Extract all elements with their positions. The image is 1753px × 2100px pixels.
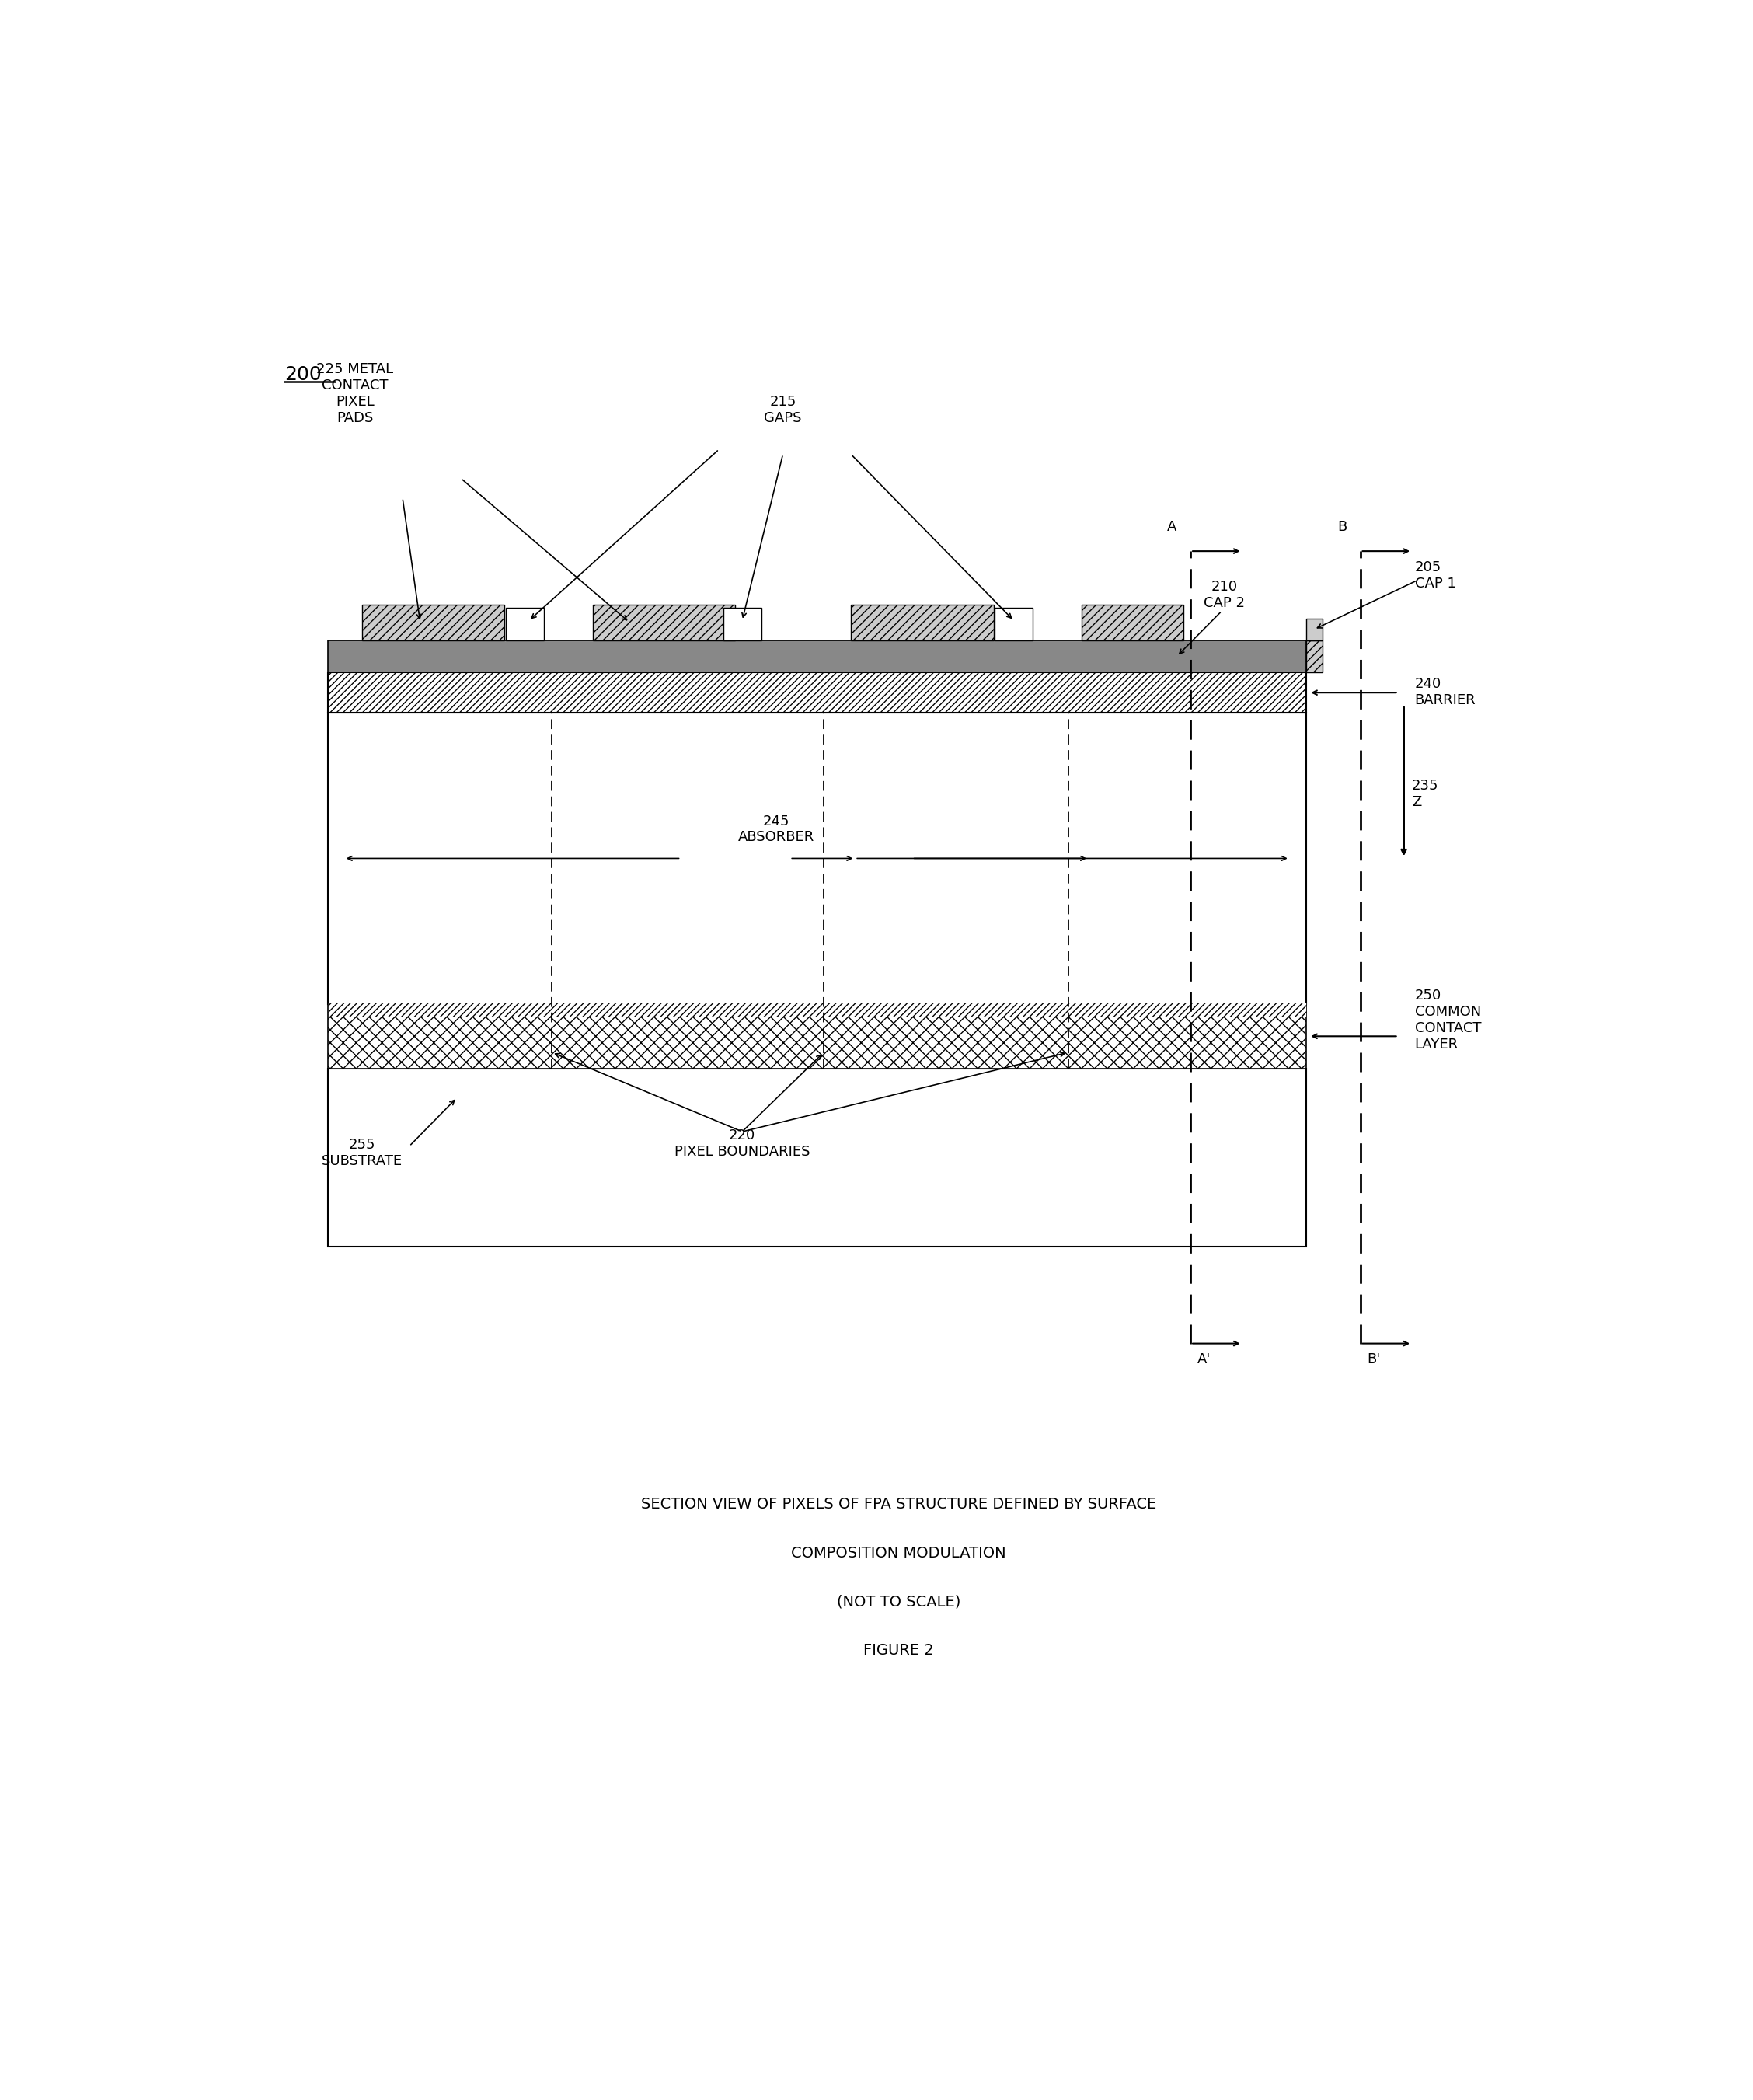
Text: 240
BARRIER: 240 BARRIER [1415, 676, 1476, 708]
Text: 255
SUBSTRATE: 255 SUBSTRATE [321, 1138, 401, 1168]
Bar [328, 1069, 1306, 1247]
Text: 220
PIXEL BOUNDARIES: 220 PIXEL BOUNDARIES [675, 1128, 810, 1159]
Text: A': A' [1197, 1352, 1211, 1367]
Bar [1306, 619, 1322, 640]
Bar [996, 607, 1033, 640]
Text: A: A [1167, 521, 1176, 533]
Text: 215
GAPS: 215 GAPS [764, 395, 801, 424]
Text: COMPOSITION MODULATION: COMPOSITION MODULATION [791, 1546, 1006, 1560]
Text: 200: 200 [284, 365, 321, 384]
Bar [328, 672, 1306, 712]
Text: 250
COMMON
CONTACT
LAYER: 250 COMMON CONTACT LAYER [1415, 989, 1481, 1052]
Text: B: B [1338, 521, 1346, 533]
Text: 245
ABSORBER: 245 ABSORBER [738, 815, 815, 844]
Bar [593, 605, 736, 640]
Bar [724, 607, 761, 640]
Bar [1306, 640, 1322, 672]
Text: SECTION VIEW OF PIXELS OF FPA STRUCTURE DEFINED BY SURFACE: SECTION VIEW OF PIXELS OF FPA STRUCTURE … [642, 1497, 1155, 1512]
Text: (NOT TO SCALE): (NOT TO SCALE) [836, 1594, 961, 1609]
Text: B': B' [1367, 1352, 1381, 1367]
Bar [328, 640, 1306, 672]
Text: 225 METAL
CONTACT
PIXEL
PADS: 225 METAL CONTACT PIXEL PADS [317, 363, 393, 424]
Text: 210
CAP 2: 210 CAP 2 [1204, 580, 1245, 609]
Text: FIGURE 2: FIGURE 2 [862, 1642, 934, 1657]
Bar [1082, 605, 1183, 640]
Bar [328, 1004, 1306, 1069]
Bar [328, 1002, 1306, 1016]
Bar [507, 607, 543, 640]
Bar [361, 605, 505, 640]
Bar [850, 605, 994, 640]
Text: 205
CAP 1: 205 CAP 1 [1415, 561, 1455, 590]
Text: 235
Z: 235 Z [1411, 779, 1439, 808]
Bar [328, 712, 1306, 1004]
